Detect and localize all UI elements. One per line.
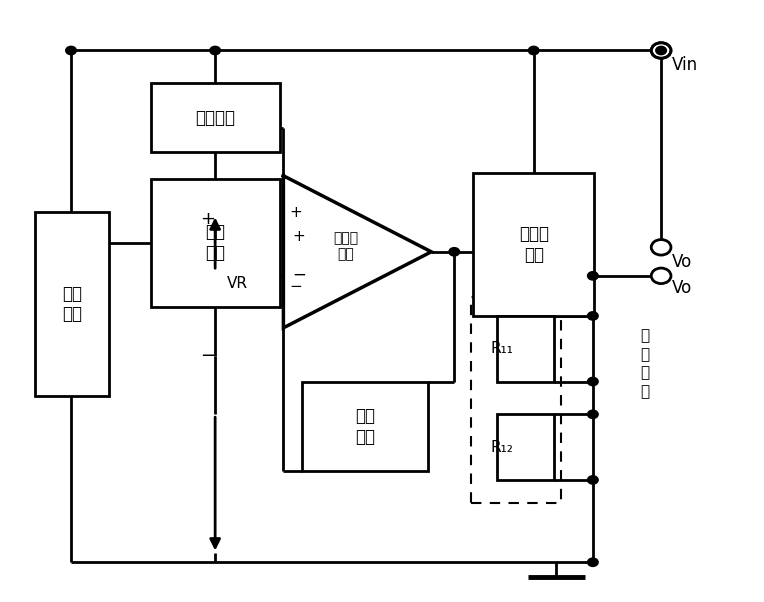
Text: R₁₁: R₁₁	[490, 341, 513, 356]
Text: Vo: Vo	[672, 253, 692, 272]
Text: +: +	[290, 205, 303, 220]
Text: −: −	[293, 265, 306, 284]
Circle shape	[651, 268, 671, 284]
Bar	[471, 297, 561, 503]
Circle shape	[210, 46, 221, 55]
Text: 偏置模块: 偏置模块	[195, 108, 235, 126]
Text: 调整管
模块: 调整管 模块	[519, 225, 549, 264]
Text: −: −	[290, 279, 303, 294]
Text: 启动
电路: 启动 电路	[62, 285, 82, 323]
Circle shape	[656, 46, 666, 55]
Text: 运算放
大器: 运算放 大器	[333, 231, 358, 261]
Circle shape	[651, 43, 671, 58]
Bar	[34, 211, 109, 397]
Circle shape	[651, 43, 671, 58]
Text: 基准
模块: 基准 模块	[206, 223, 225, 262]
Circle shape	[588, 377, 598, 386]
Circle shape	[588, 476, 598, 484]
Circle shape	[588, 272, 598, 280]
Bar	[303, 382, 428, 471]
Bar	[151, 83, 280, 152]
Bar	[497, 414, 554, 480]
Circle shape	[449, 247, 460, 256]
Text: Vin: Vin	[672, 57, 698, 75]
Text: Vo: Vo	[672, 279, 692, 297]
Text: 取
样
电
阻: 取 样 电 阻	[640, 328, 649, 399]
Bar	[473, 173, 594, 316]
Circle shape	[588, 410, 598, 418]
Text: +: +	[200, 209, 215, 228]
Text: VR: VR	[227, 276, 248, 291]
Circle shape	[66, 46, 76, 55]
Text: 限流
电路: 限流 电路	[355, 407, 375, 445]
Bar	[151, 179, 280, 307]
Circle shape	[529, 46, 539, 55]
Text: −: −	[200, 347, 215, 365]
Bar	[497, 316, 554, 382]
Circle shape	[588, 312, 598, 320]
Text: +: +	[293, 229, 306, 244]
Circle shape	[651, 240, 671, 255]
Text: R₁₂: R₁₂	[490, 439, 513, 455]
Circle shape	[588, 558, 598, 566]
